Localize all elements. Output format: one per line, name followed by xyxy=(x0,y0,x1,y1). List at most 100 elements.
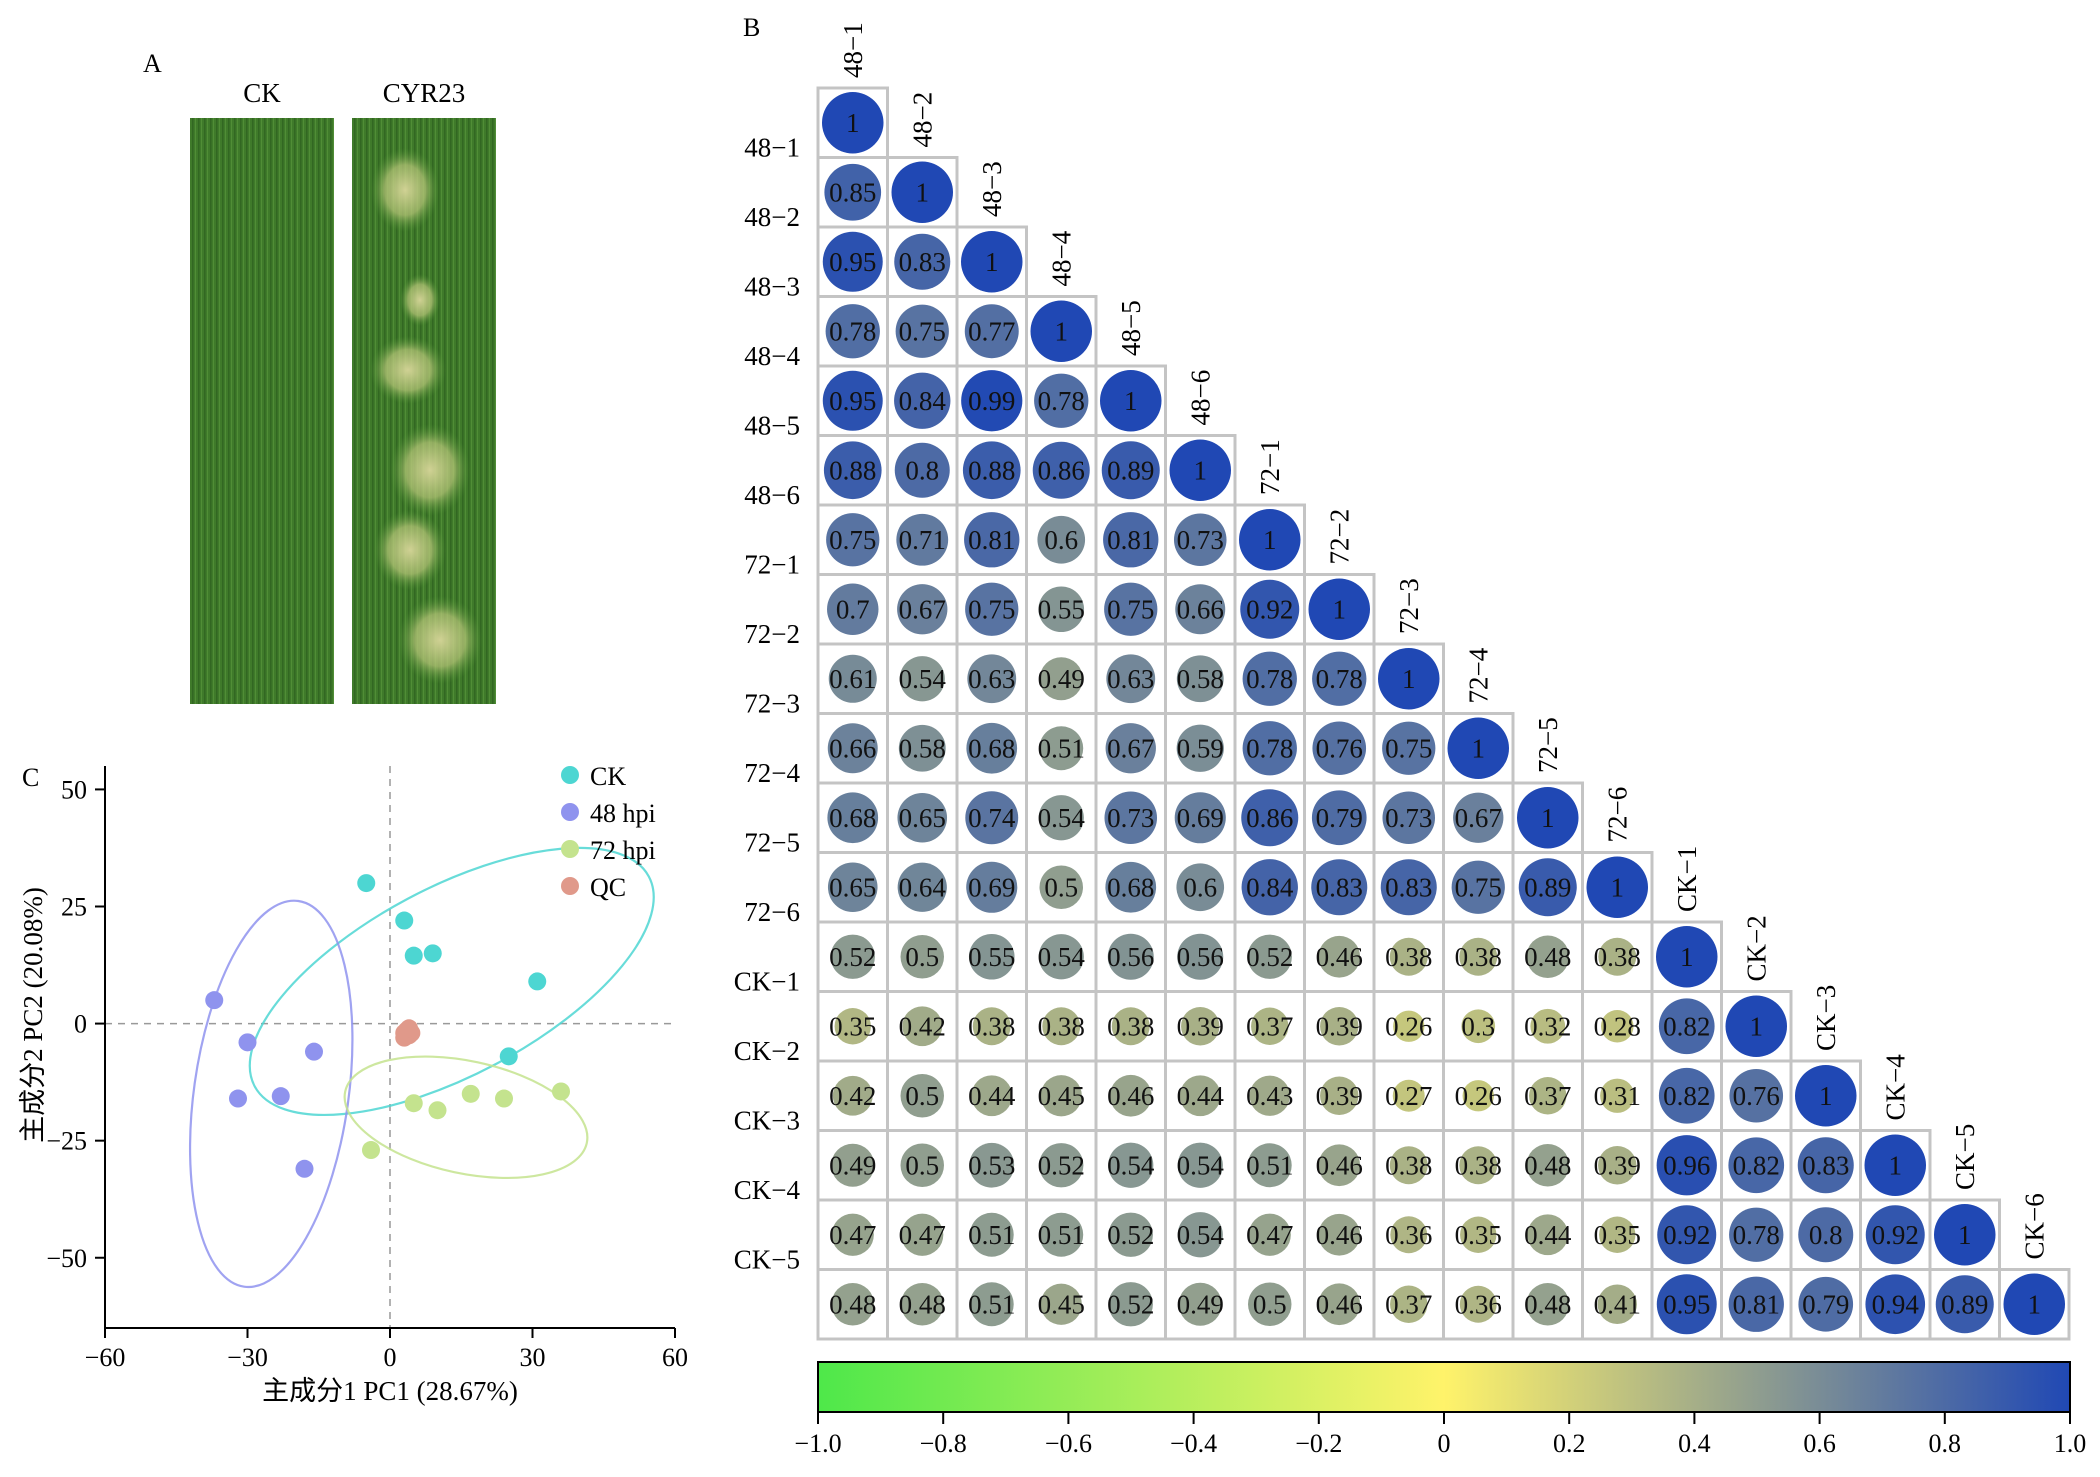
heatmap-cell: 0.51 xyxy=(955,1268,1028,1341)
heatmap-circle xyxy=(1656,926,1718,988)
heatmap-column-label: 48−1 xyxy=(838,22,868,78)
heatmap-cell: 0.99 xyxy=(955,364,1028,437)
heatmap-cell: 0.78 xyxy=(1303,642,1376,715)
heatmap-value: 0.66 xyxy=(1177,594,1224,624)
heatmap-cell: 0.41 xyxy=(1581,1268,1654,1341)
heatmap-value: 0.75 xyxy=(829,525,876,555)
colorbar-tick-label: −0.2 xyxy=(1295,1429,1342,1458)
heatmap-circle xyxy=(824,163,882,221)
heatmap-cell: 0.8 xyxy=(886,434,959,507)
heatmap-value: 0.63 xyxy=(1107,664,1154,694)
heatmap-value: 0.26 xyxy=(1385,1011,1432,1041)
heatmap-circle xyxy=(897,584,948,635)
heatmap-circle xyxy=(1529,1077,1567,1115)
heatmap-circle xyxy=(1247,1143,1292,1188)
pca-ellipse xyxy=(188,899,354,1289)
heatmap-cell: 0.54 xyxy=(886,642,959,715)
heatmap-value: 0.83 xyxy=(1316,872,1363,902)
heatmap-circle xyxy=(901,1213,944,1256)
pca-legend-marker xyxy=(561,877,579,895)
heatmap-cell: 0.96 xyxy=(1650,1129,1723,1202)
heatmap-circle xyxy=(1247,934,1292,979)
heatmap-circle xyxy=(1600,1009,1634,1043)
heatmap-value: 0.52 xyxy=(1246,942,1293,972)
heatmap-circle xyxy=(1034,373,1089,428)
pca-legend: CK 48 hpi 72 hpi QC xyxy=(561,762,656,902)
heatmap-circle xyxy=(1864,1134,1926,1196)
heatmap-value: 0.78 xyxy=(1246,733,1293,763)
heatmap-cell: 0.45 xyxy=(1025,1059,1098,1132)
heatmap-cell: 0.94 xyxy=(1859,1268,1932,1341)
pca-x-tick-label: 60 xyxy=(662,1343,688,1372)
heatmap-cell: 0.51 xyxy=(955,1198,1028,1271)
heatmap-value: 0.83 xyxy=(1802,1150,1849,1180)
heatmap-cell: 0.73 xyxy=(1094,781,1167,854)
heatmap-cell: 0.79 xyxy=(1789,1268,1862,1341)
heatmap-circle xyxy=(1459,937,1498,976)
heatmap-circle xyxy=(830,934,875,979)
heatmap-cell: 0.56 xyxy=(1094,920,1167,993)
heatmap-value: 0.47 xyxy=(829,1220,876,1250)
heatmap-cell: 1 xyxy=(955,225,1028,298)
heatmap-cell: 0.44 xyxy=(1164,1059,1237,1132)
heatmap-circle xyxy=(1597,1284,1637,1324)
heatmap-value: 0.71 xyxy=(899,525,946,555)
heatmap-cell: 0.46 xyxy=(1303,1129,1376,1202)
heatmap-circle xyxy=(1106,654,1156,704)
heatmap-value: 0.68 xyxy=(1107,872,1154,902)
heatmap-cell: 0.95 xyxy=(816,225,889,298)
panel-b: B 1 0.85 1 0.95 0.83 1 0.78 0.75 0.77 1 0.95 0.84 0.… xyxy=(734,13,2086,1458)
heatmap-cell: 0.69 xyxy=(955,851,1028,924)
heatmap-column-label: 72−2 xyxy=(1324,509,1354,565)
heatmap-cell: 0.32 xyxy=(1511,990,1584,1063)
heatmap-cell: 0.66 xyxy=(1164,573,1237,646)
panel-a: A CK CYR23 xyxy=(143,49,496,704)
colorbar-tick-label: 0.8 xyxy=(1929,1429,1962,1458)
heatmap-cell: 0.67 xyxy=(886,573,959,646)
heatmap-value: 1 xyxy=(1055,316,1069,346)
heatmap-value: 0.38 xyxy=(1038,1011,1085,1041)
heatmap-cell: 0.5 xyxy=(886,1129,959,1202)
heatmap-circle xyxy=(1039,1212,1084,1257)
heatmap-cell: 0.51 xyxy=(1025,1198,1098,1271)
heatmap-circle xyxy=(831,1143,875,1187)
heatmap-value: 1 xyxy=(1819,1081,1833,1111)
heatmap-circle xyxy=(1169,439,1231,501)
heatmap-column-label: 48−5 xyxy=(1116,300,1146,356)
heatmap-circle xyxy=(897,792,948,843)
colorbar-ticks: −1.0 −0.8 −0.6 −0.4 −0.2 0 0.2 0.4 0.6 0.8 1.0 xyxy=(794,1412,2086,1458)
heatmap-row-label: 72−5 xyxy=(744,828,800,858)
heatmap-value: 0.81 xyxy=(968,525,1015,555)
heatmap-circle xyxy=(961,231,1023,293)
pca-point xyxy=(205,991,224,1010)
heatmap-value: 0.52 xyxy=(1107,1289,1154,1319)
heatmap-cell: 0.39 xyxy=(1164,990,1237,1063)
heatmap-value: 0.78 xyxy=(1316,664,1363,694)
heatmap-cell: 0.54 xyxy=(1025,781,1098,854)
heatmap-value: 0.51 xyxy=(1038,733,1085,763)
heatmap-value: 0.48 xyxy=(1524,1289,1571,1319)
heatmap-circle xyxy=(1459,1285,1497,1323)
heatmap-circle xyxy=(1392,1079,1425,1112)
heatmap-cell: 0.49 xyxy=(1164,1268,1237,1341)
heatmap-cell: 0.36 xyxy=(1372,1198,1445,1271)
colorbar-tick-label: −1.0 xyxy=(794,1429,841,1458)
heatmap-value: 0.68 xyxy=(829,803,876,833)
heatmap-value: 0.79 xyxy=(1802,1289,1849,1319)
heatmap-value: 0.78 xyxy=(1038,386,1085,416)
heatmap-cell: 0.46 xyxy=(1303,1198,1376,1271)
heatmap-row-label: CK−1 xyxy=(734,967,800,997)
heatmap-circle xyxy=(1039,865,1083,909)
heatmap-cell: 0.42 xyxy=(886,990,959,1063)
heatmap-circle xyxy=(1389,1146,1428,1185)
heatmap-value: 0.75 xyxy=(968,594,1015,624)
heatmap-row-label: CK−4 xyxy=(734,1175,801,1205)
heatmap-cell: 0.54 xyxy=(1164,1198,1237,1271)
heatmap-circle xyxy=(1378,648,1440,710)
heatmap-value: 0.35 xyxy=(829,1011,876,1041)
heatmap-circle xyxy=(1308,578,1370,640)
heatmap-circle xyxy=(1451,860,1505,914)
heatmap-cell: 0.85 xyxy=(816,156,889,229)
heatmap-circle xyxy=(1526,1282,1570,1326)
pca-point xyxy=(528,972,547,991)
